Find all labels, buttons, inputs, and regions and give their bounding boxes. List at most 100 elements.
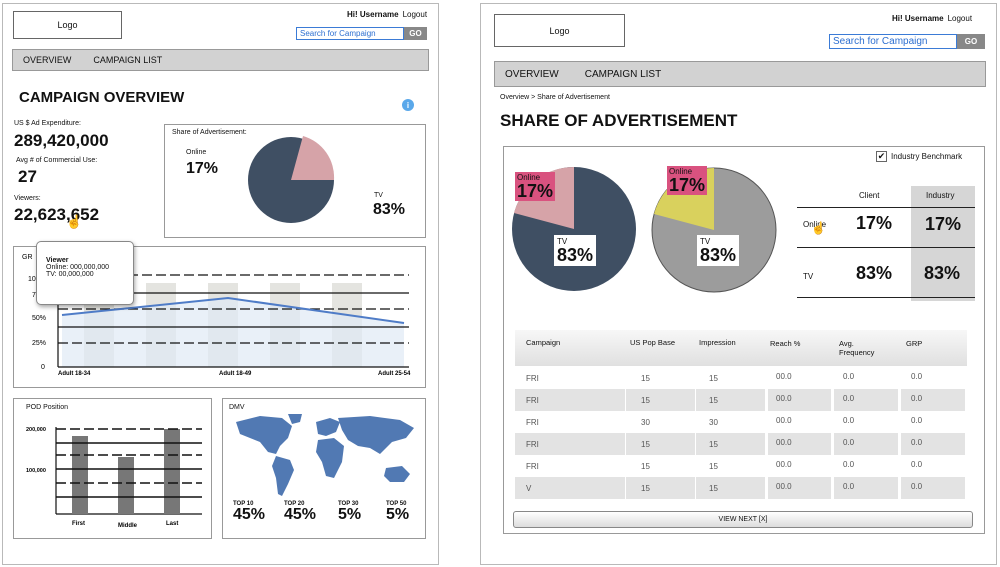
table-header-band [515, 330, 967, 366]
table-header-avg-frequency[interactable]: Avg. Frequency [839, 339, 875, 357]
grp-chart: GR 100 75% 50% 25% 0 Adult 18-34 Adult 1… [22, 254, 411, 377]
table-row-band [515, 477, 965, 499]
info-icon[interactable]: i [402, 99, 414, 111]
dmv-top50-value: 5% [386, 506, 410, 523]
grp-ytick: 25% [32, 340, 46, 347]
right-user-links: Hi! Username Logout [892, 14, 972, 23]
industry-pie-tv-caption: TV [700, 237, 711, 246]
grp-xlabel: Adult 25-54 [378, 371, 411, 377]
map-north-america [236, 416, 292, 454]
view-next-button[interactable]: VIEW NEXT [X] [513, 511, 973, 528]
map-greenland [288, 414, 302, 424]
industry-pie-tv-label: TV 83% [697, 235, 740, 266]
grp-xlabel: Adult 18-34 [58, 371, 91, 377]
dmv-item-top50: TOP 50 5% [386, 501, 409, 523]
industry-pie-online-caption: Online [669, 167, 693, 176]
left-nav-overview[interactable]: OVERVIEW [23, 55, 72, 65]
left-logo[interactable]: Logo [13, 11, 122, 39]
dmv-top30-label: TOP 30 [338, 501, 359, 507]
client-pie-online-value: 17% [517, 181, 554, 201]
hand-cursor-icon: ☝ [66, 214, 83, 229]
compare-footer-line [797, 297, 975, 298]
pod-ytick: 100,000 [26, 468, 46, 474]
table-cell: 0.0 [911, 460, 923, 469]
table-header-grp[interactable]: GRP [906, 339, 923, 348]
table-header-reach[interactable]: Reach % [770, 339, 801, 348]
table-cell: 15 [641, 396, 650, 405]
compare-row-line [797, 247, 975, 248]
client-pie-tv-label: TV 83% [554, 235, 597, 266]
table-row-band [515, 433, 965, 455]
compare-col-client: Client [859, 191, 880, 200]
share-card-title: Share of Advertisement: [172, 129, 247, 136]
table-cell: 0.0 [843, 460, 855, 469]
map-africa [316, 438, 344, 478]
compare-row-online-label: Online [803, 220, 827, 229]
right-logo[interactable]: Logo [494, 14, 625, 47]
table-cell: FRI [526, 396, 539, 405]
table-header-campaign[interactable]: Campaign [526, 338, 561, 347]
right-nav-campaign-list[interactable]: CAMPAIGN LIST [584, 68, 662, 80]
breadcrumb[interactable]: Overview > Share of Advertisement [500, 94, 610, 101]
table-cell: 15 [709, 440, 718, 449]
share-online-value: 17% [186, 160, 219, 177]
table-column-divider [831, 366, 834, 500]
table-cell: 15 [709, 462, 718, 471]
viewers-value[interactable]: 22,623,652 [14, 205, 100, 224]
grp-ytick: 50% [32, 315, 46, 322]
right-nav-overview[interactable]: OVERVIEW [505, 68, 559, 80]
pod-title: POD Position [26, 404, 69, 411]
expenditure-label: US $ Ad Expenditure: [14, 120, 81, 127]
pod-bar-last [164, 429, 180, 514]
dmv-item-top10: TOP 10 45% [233, 501, 265, 523]
table-cell: 00.0 [776, 416, 792, 425]
table-cell: 15 [641, 374, 650, 383]
dmv-top10-value: 45% [233, 506, 266, 523]
table-cell: 0.0 [843, 372, 855, 381]
table-cell: 0.0 [911, 482, 923, 491]
table-cell: V [526, 484, 532, 493]
right-search-go-button[interactable]: GO [957, 34, 985, 49]
commercial-label: Avg # of Commercial Use: [16, 157, 98, 164]
left-search-input[interactable]: Search for Campaign [296, 27, 404, 40]
left-logout-link[interactable]: Logout [402, 10, 428, 19]
dmv-top20-label: TOP 20 [284, 501, 305, 507]
grp-xlabel: Adult 18-49 [219, 371, 252, 377]
tooltip-title: Viewer [46, 257, 69, 264]
industry-benchmark-checkbox[interactable]: ✔ [876, 151, 887, 162]
right-search-input[interactable]: Search for Campaign [829, 34, 957, 49]
pod-bar-chart: 200,000 100,000 First Middle Last [26, 427, 202, 529]
table-cell: 15 [709, 374, 718, 383]
table-row-band [515, 389, 965, 411]
table-cell: 30 [641, 418, 650, 427]
left-navbar: OVERVIEW CAMPAIGN LIST [12, 49, 429, 71]
share-tv-value: 83% [373, 201, 406, 218]
left-nav-campaign-list[interactable]: CAMPAIGN LIST [93, 55, 163, 65]
left-search: Search for Campaign GO [296, 27, 427, 40]
table-header-us-pop-base[interactable]: US Pop Base [630, 338, 676, 347]
map-asia [338, 416, 414, 454]
compare-row-tv-label: TV [803, 272, 814, 281]
pod-xlabel: Middle [118, 523, 138, 529]
left-search-go-button[interactable]: GO [404, 27, 427, 40]
table-column-divider [625, 366, 626, 500]
pod-ytick: 200,000 [26, 427, 46, 433]
right-greeting: Hi! Username [892, 14, 944, 23]
table-header-impression[interactable]: Impression [699, 338, 736, 347]
right-search: Search for Campaign GO [829, 34, 985, 49]
left-greeting: Hi! Username [347, 10, 399, 19]
table-cell: 0.0 [911, 372, 923, 381]
share-pie-online-slice [291, 136, 335, 180]
table-body: FRI 15 15 00.0 0.0 0.0 FRI 15 15 00.0 0.… [515, 366, 967, 500]
compare-header-line [797, 207, 975, 208]
table-cell: 0.0 [843, 438, 855, 447]
grp-label: GR [22, 254, 33, 261]
table-cell: 15 [641, 440, 650, 449]
compare-row-online-industry: 17% [925, 214, 962, 234]
client-pie-tv-value: 83% [557, 245, 594, 265]
left-logo-text: Logo [57, 20, 78, 30]
right-logout-link[interactable]: Logout [947, 14, 973, 23]
compare-col-industry: Industry [926, 191, 955, 200]
industry-benchmark-label: Industry Benchmark [891, 152, 963, 161]
table-cell: FRI [526, 374, 539, 383]
